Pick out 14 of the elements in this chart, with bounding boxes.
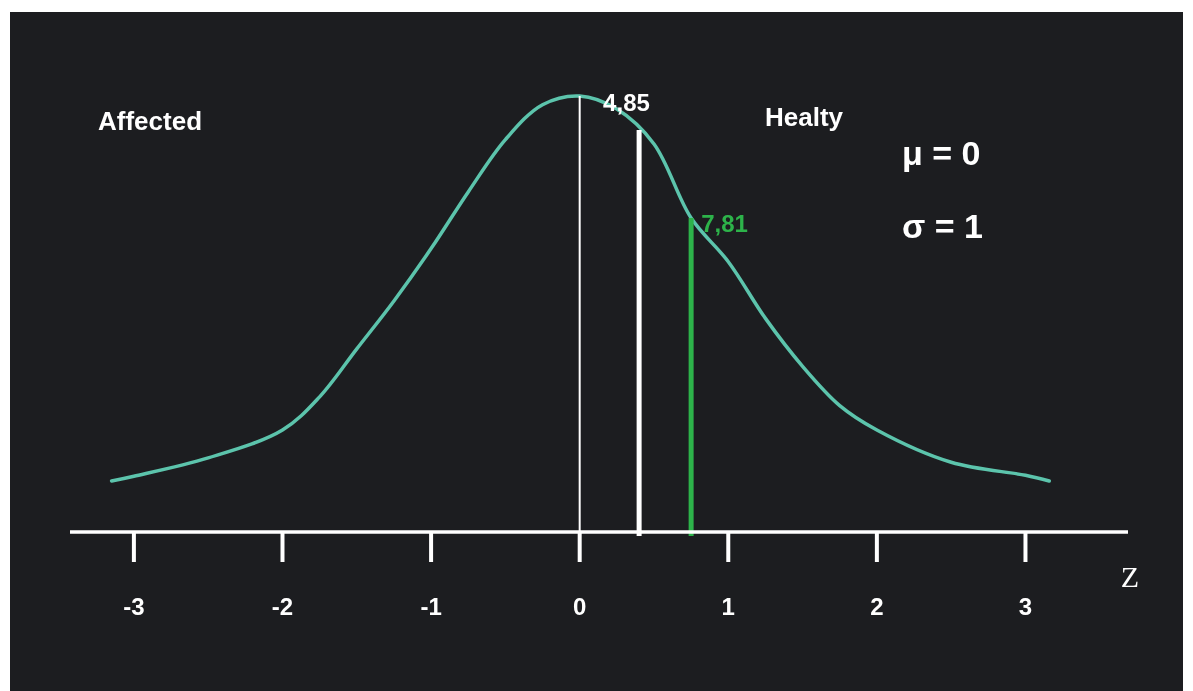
x-tick-label: -3 <box>123 593 145 620</box>
x-tick-label: 1 <box>721 593 735 620</box>
annotation: σ = 1 <box>902 207 983 245</box>
annotation: Healty <box>765 102 844 132</box>
x-tick-label: -2 <box>271 593 294 620</box>
x-axis-title: Z <box>1120 560 1140 593</box>
x-tick-label: 2 <box>870 593 884 620</box>
annotation: μ = 0 <box>902 134 981 172</box>
x-tick-label: 0 <box>573 593 587 620</box>
x-tick-label: -1 <box>420 593 442 620</box>
annotation: 4,85 <box>603 88 650 116</box>
annotation: Affected <box>98 106 203 136</box>
x-tick-label: 3 <box>1018 593 1033 620</box>
annotation: 7,81 <box>701 210 748 238</box>
